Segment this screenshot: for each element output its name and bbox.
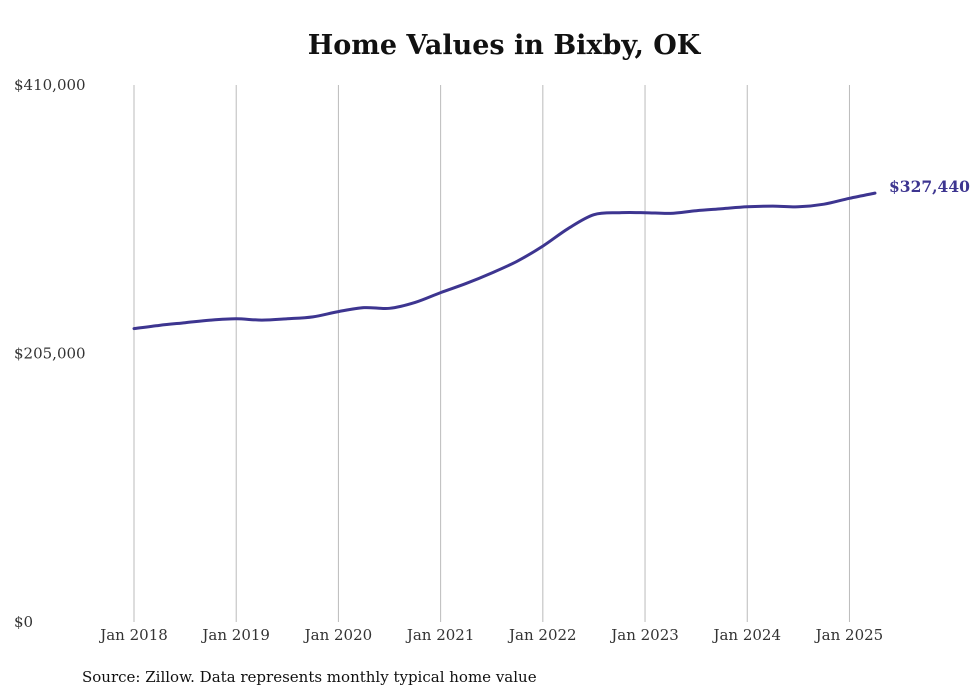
data-point [797, 205, 800, 208]
data-point [720, 207, 723, 210]
x-tick-label: Jan 2020 [303, 626, 373, 644]
x-axis: Jan 2018 Jan 2019 Jan 2020 Jan 2021 Jan 2022… [98, 626, 883, 644]
x-tick-label: Jan 2025 [814, 626, 884, 644]
data-point [516, 260, 519, 263]
data-point [439, 291, 442, 294]
data-point [874, 192, 877, 195]
x-tick-label: Jan 2018 [98, 626, 168, 644]
x-tick-label: Jan 2019 [200, 626, 270, 644]
y-tick-label: $0 [14, 613, 33, 631]
data-point [490, 271, 493, 274]
data-point [567, 227, 570, 230]
series-layer: $327,440 [132, 177, 970, 331]
x-tick-label: Jan 2022 [507, 626, 577, 644]
data-point [337, 310, 340, 313]
data-point [286, 317, 289, 320]
x-tick-label: Jan 2024 [711, 626, 781, 644]
chart-title: Home Values in Bixby, OK [307, 30, 701, 61]
data-point [235, 317, 238, 320]
grid-layer [133, 85, 850, 622]
data-point [260, 319, 263, 322]
data-point [669, 212, 672, 215]
x-tick-label: Jan 2023 [609, 626, 679, 644]
y-tick-label: $205,000 [14, 345, 86, 363]
data-point [644, 211, 647, 214]
data-point [465, 282, 468, 285]
data-point [311, 315, 314, 318]
series-line [132, 191, 877, 331]
data-point [133, 327, 136, 330]
data-point [771, 205, 774, 208]
chart-source: Source: Zillow. Data represents monthly … [82, 668, 537, 686]
data-point [848, 197, 851, 200]
data-point [592, 213, 595, 216]
data-point [822, 203, 825, 206]
x-tick-label: Jan 2021 [405, 626, 475, 644]
data-point [209, 319, 212, 322]
data-point [158, 324, 161, 327]
data-point [695, 209, 698, 212]
data-point [184, 321, 187, 324]
data-point [541, 245, 544, 248]
data-point [618, 211, 621, 214]
data-point [414, 301, 417, 304]
data-point [362, 306, 365, 309]
y-axis: $0 $205,000 $410,000 [14, 76, 86, 631]
y-tick-label: $410,000 [14, 76, 86, 94]
data-point [746, 205, 749, 208]
end-value-label: $327,440 [889, 177, 970, 196]
data-point [388, 307, 391, 310]
